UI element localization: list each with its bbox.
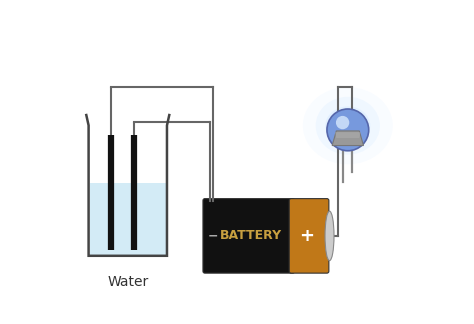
Text: Water: Water [107,275,148,289]
Ellipse shape [325,106,370,145]
Ellipse shape [325,211,334,260]
Ellipse shape [316,97,380,155]
Ellipse shape [333,113,362,139]
Polygon shape [90,183,166,256]
Text: −: − [208,229,218,242]
FancyBboxPatch shape [203,199,295,273]
Circle shape [327,109,369,151]
Polygon shape [332,131,364,145]
Polygon shape [335,132,360,138]
Circle shape [336,116,349,129]
Text: +: + [299,227,314,245]
Text: BATTERY: BATTERY [219,229,282,242]
Ellipse shape [303,87,393,164]
FancyBboxPatch shape [289,199,329,273]
